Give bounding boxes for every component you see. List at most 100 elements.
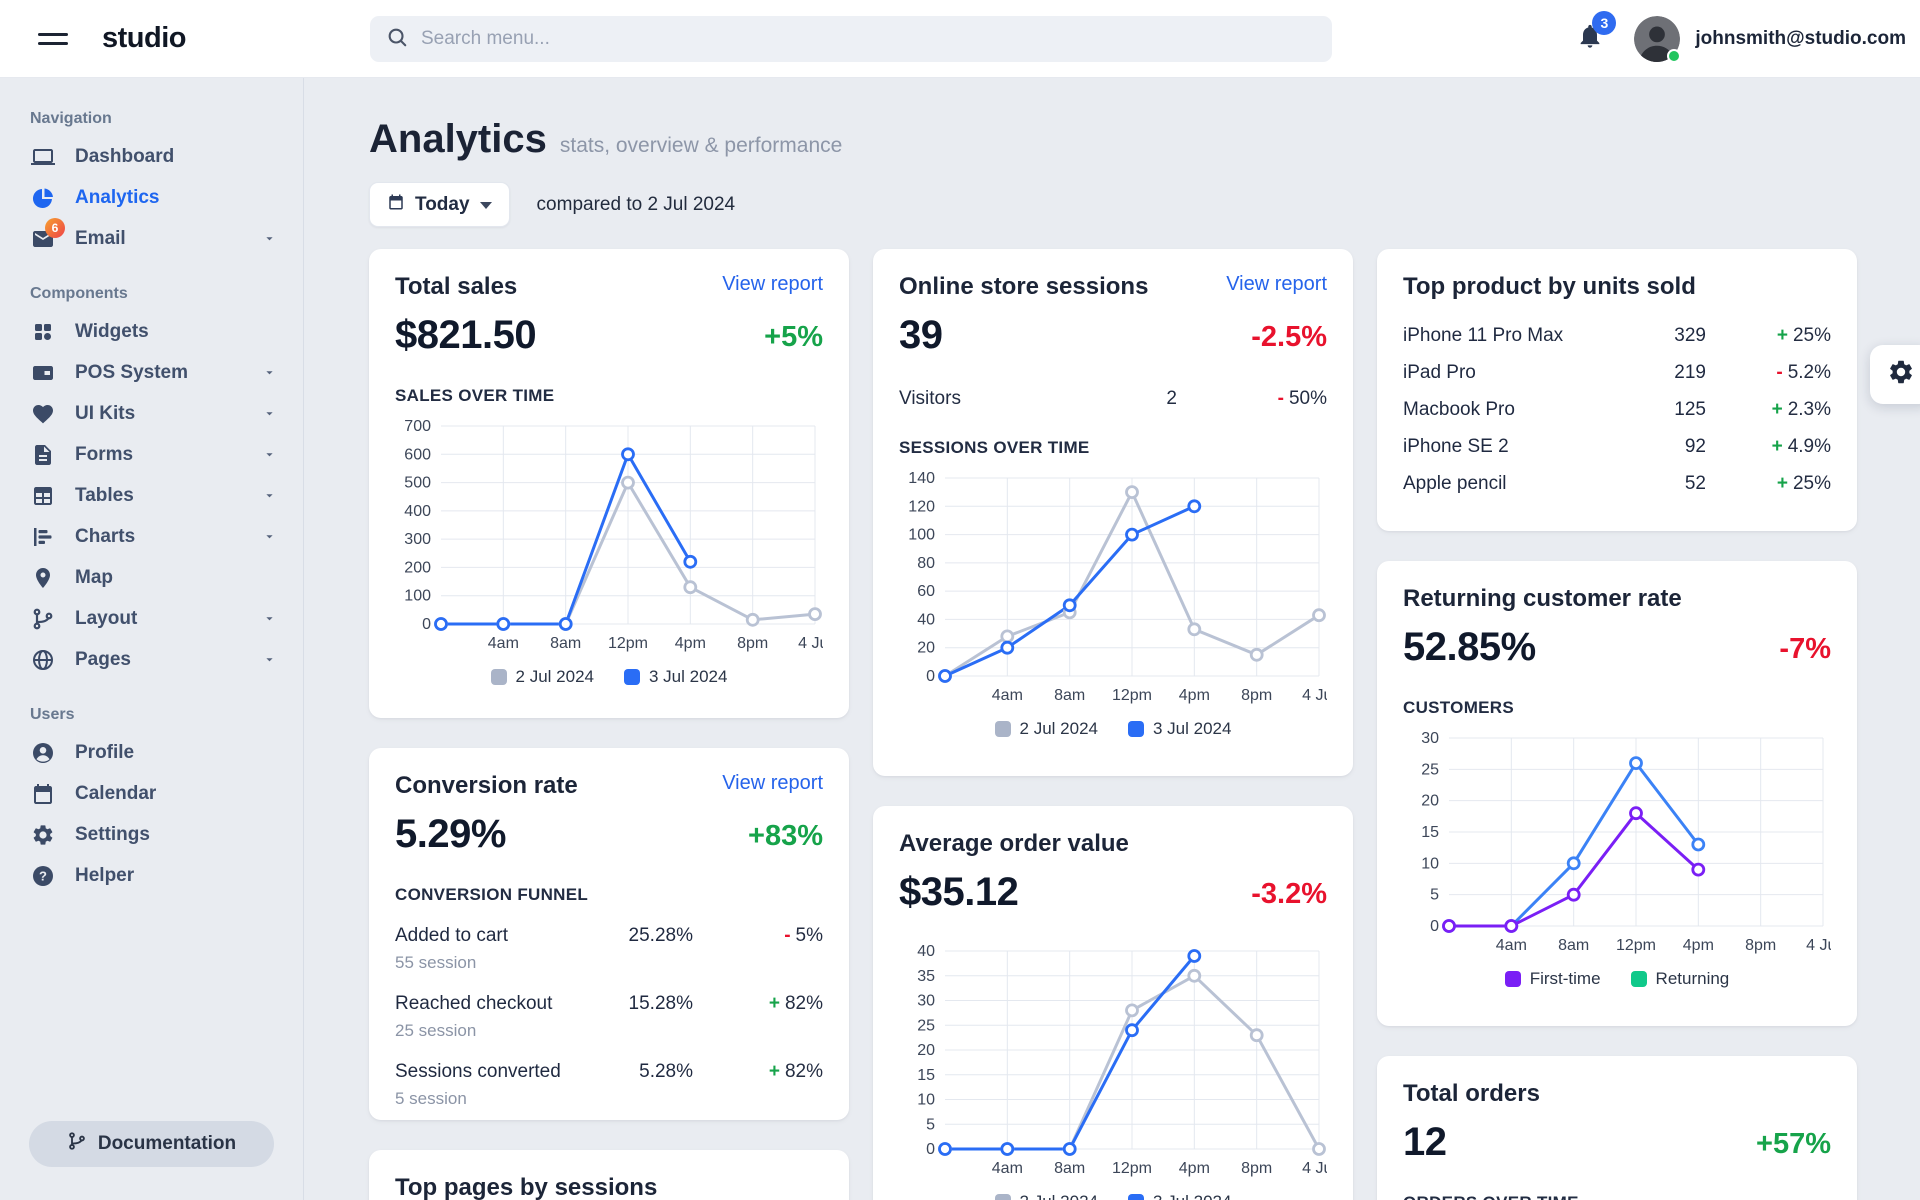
- documentation-button[interactable]: Documentation: [29, 1121, 274, 1167]
- sidebar-item-email[interactable]: 6 Email: [0, 217, 303, 259]
- sidebar-item-ui-kits[interactable]: UI Kits: [0, 393, 303, 434]
- returning-customer-rate-card: Returning customer rate 52.85% -7% CUSTO…: [1377, 561, 1857, 1026]
- chevron-down-icon: [262, 488, 277, 503]
- conversion-rate-value: 5.29%: [395, 812, 506, 856]
- sidebar-item-pages[interactable]: Pages: [0, 639, 303, 680]
- view-report-link[interactable]: View report: [1226, 273, 1327, 295]
- page-title: Analytics: [369, 117, 547, 161]
- svg-text:10: 10: [917, 1092, 935, 1109]
- svg-text:4pm: 4pm: [1179, 1160, 1210, 1177]
- grid-icon: [30, 319, 56, 345]
- total-orders-delta: +57%: [1756, 1128, 1831, 1160]
- notifications-button[interactable]: 3: [1576, 11, 1617, 55]
- table-icon: [30, 483, 56, 509]
- sidebar-item-analytics[interactable]: Analytics: [0, 177, 303, 218]
- search-bar[interactable]: [370, 16, 1332, 62]
- svg-text:4am: 4am: [992, 1160, 1023, 1177]
- sessions-over-time-chart: 0 20 40 60 80 100 120 140 4am 8am 12pm 4pm 8pm 4 Jul 2…: [899, 468, 1336, 739]
- chevron-down-icon: [262, 652, 277, 667]
- sidebar-item-widgets[interactable]: Widgets: [0, 311, 303, 352]
- svg-text:8am: 8am: [1558, 937, 1589, 954]
- svg-text:4am: 4am: [992, 687, 1023, 704]
- topbar-right: 3 johnsmith@studio.com: [1576, 11, 1920, 63]
- chevron-down-icon: [262, 231, 277, 246]
- sidebar: Navigation Dashboard Analytics 6 Email C…: [0, 78, 304, 1200]
- svg-text:8am: 8am: [1054, 1160, 1085, 1177]
- sidebar-item-helper[interactable]: ? Helper: [0, 855, 303, 896]
- globe-icon: [30, 647, 56, 673]
- svg-text:0: 0: [926, 668, 935, 685]
- avg-order-delta: -3.2%: [1251, 878, 1327, 910]
- sidebar-item-layout[interactable]: Layout: [0, 598, 303, 639]
- total-orders-card: Total orders 12 +57% ORDERS OVER TIME: [1377, 1056, 1857, 1200]
- avatar[interactable]: [1634, 15, 1682, 63]
- chevron-down-icon: [262, 447, 277, 462]
- gear-icon: [1887, 358, 1915, 391]
- svg-text:0: 0: [926, 1141, 935, 1158]
- svg-text:200: 200: [404, 559, 431, 576]
- view-report-link[interactable]: View report: [722, 772, 823, 794]
- card-title: Total sales: [395, 273, 518, 300]
- view-report-link[interactable]: View report: [722, 273, 823, 295]
- svg-text:25: 25: [1421, 761, 1439, 778]
- sidebar-section-components: Components: [30, 285, 128, 302]
- chevron-down-icon: [262, 365, 277, 380]
- laptop-icon: [30, 144, 56, 170]
- sidebar-item-tables[interactable]: Tables: [0, 475, 303, 516]
- conversion-rate-card: Conversion rate View report 5.29% +83% C…: [369, 748, 849, 1120]
- section-label: CUSTOMERS: [1403, 698, 1515, 717]
- card-title: Top product by units sold: [1403, 273, 1696, 300]
- svg-text:12pm: 12pm: [1112, 1160, 1152, 1177]
- sidebar-item-settings[interactable]: Settings: [0, 814, 303, 855]
- sidebar-item-map[interactable]: Map: [0, 557, 303, 598]
- app-logo: studio: [102, 22, 187, 54]
- settings-fab[interactable]: [1870, 345, 1920, 404]
- hamburger-menu-icon[interactable]: [38, 27, 68, 51]
- svg-text:140: 140: [908, 470, 935, 487]
- svg-text:40: 40: [917, 611, 935, 628]
- sidebar-item-dashboard[interactable]: Dashboard: [0, 136, 303, 177]
- wallet-icon: [30, 360, 56, 386]
- card-title: Returning customer rate: [1403, 585, 1682, 612]
- svg-text:500: 500: [404, 475, 431, 492]
- calendar-icon: [387, 193, 405, 217]
- svg-text:4pm: 4pm: [1179, 687, 1210, 704]
- sidebar-item-charts[interactable]: Charts: [0, 516, 303, 557]
- sidebar-item-profile[interactable]: Profile: [0, 732, 303, 773]
- chevron-down-icon: [479, 202, 492, 209]
- svg-text:8am: 8am: [550, 635, 581, 652]
- sidebar-item-forms[interactable]: Forms: [0, 434, 303, 475]
- search-input[interactable]: [421, 28, 1316, 50]
- svg-text:40: 40: [917, 943, 935, 960]
- date-range-button[interactable]: Today: [369, 182, 510, 227]
- compare-text: compared to 2 Jul 2024: [536, 193, 736, 215]
- svg-text:20: 20: [1421, 793, 1439, 810]
- calendar-icon: [30, 781, 56, 807]
- svg-text:15: 15: [917, 1067, 935, 1084]
- svg-text:25: 25: [917, 1017, 935, 1034]
- svg-text:?: ?: [39, 868, 47, 883]
- svg-text:4 Jul: 4 Jul: [1302, 687, 1327, 704]
- card-title: Average order value: [899, 830, 1129, 857]
- chart-legend: First-time Returning: [1403, 969, 1831, 989]
- svg-text:4am: 4am: [488, 635, 519, 652]
- svg-text:700: 700: [404, 418, 431, 435]
- user-email[interactable]: johnsmith@studio.com: [1695, 27, 1906, 49]
- svg-text:100: 100: [404, 588, 431, 605]
- online-status-dot: [1667, 48, 1682, 63]
- svg-text:4 Jul: 4 Jul: [1806, 937, 1831, 954]
- user-circle-icon: [30, 740, 56, 766]
- sales-over-time-chart: 0 100 200 300 400 500 600 700 4am 8am 12pm 4pm 8pm 4 …: [395, 416, 832, 687]
- sidebar-item-calendar[interactable]: Calendar: [0, 773, 303, 814]
- bar-chart-icon: [30, 524, 56, 550]
- svg-text:12pm: 12pm: [1616, 937, 1656, 954]
- sidebar-item-pos-system[interactable]: POS System: [0, 352, 303, 393]
- svg-text:20: 20: [917, 1042, 935, 1059]
- chevron-down-icon: [262, 529, 277, 544]
- product-row: iPhone SE 2 92 +4.9%: [1403, 435, 1831, 457]
- section-label: SESSIONS OVER TIME: [899, 438, 1090, 457]
- svg-text:20: 20: [917, 640, 935, 657]
- section-label: CONVERSION FUNNEL: [395, 885, 589, 904]
- search-icon: [386, 26, 408, 53]
